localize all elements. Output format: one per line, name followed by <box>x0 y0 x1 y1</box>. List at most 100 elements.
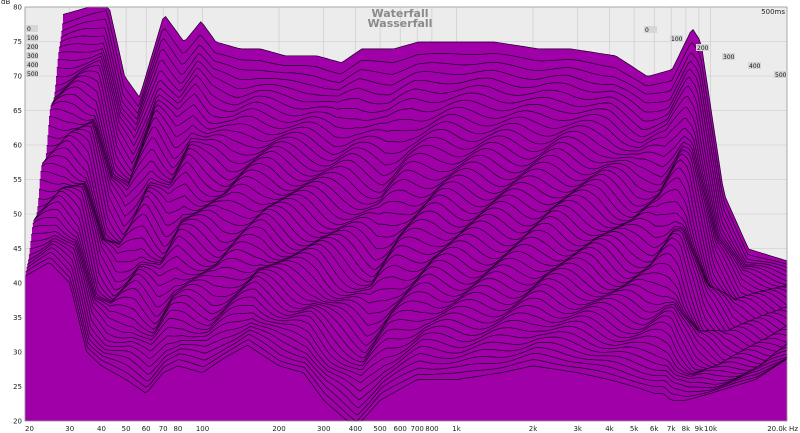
y-tick-label: 75 <box>13 38 22 46</box>
time-label: 0 <box>645 27 649 34</box>
waterfall-slice-line <box>41 163 788 344</box>
waterfall-slice-line <box>59 35 788 284</box>
waterfall-slice-line <box>44 135 788 336</box>
time-label: 0 <box>27 26 31 33</box>
x-tick-label: 400 <box>349 425 362 433</box>
time-label-bg <box>644 26 657 33</box>
waterfall-slice-line <box>31 230 788 375</box>
waterfall-slice-line <box>55 59 788 296</box>
time-label-bg <box>26 25 38 32</box>
x-tick-label: 8k <box>682 425 691 433</box>
waterfall-slice-line <box>50 101 788 315</box>
y-tick-label: 60 <box>13 142 22 150</box>
waterfall-slice-line <box>31 224 788 373</box>
y-tick-label: 30 <box>13 349 22 357</box>
waterfall-slice-line <box>45 131 788 333</box>
waterfall-slice-fill <box>25 263 787 421</box>
waterfall-slice-line <box>60 27 788 284</box>
time-label-bg <box>26 61 38 68</box>
x-tick-label: 80 <box>173 425 182 433</box>
waterfall-slice-line <box>58 42 788 284</box>
x-tick-label: 2k <box>529 425 538 433</box>
x-tick-label: 300 <box>317 425 330 433</box>
waterfall-slice-line <box>61 18 788 282</box>
waterfall-slice-line <box>34 201 788 368</box>
time-label: 300 <box>723 54 735 61</box>
time-label-bg <box>26 52 38 59</box>
x-tick-label: 50 <box>122 425 131 433</box>
time-label-bg <box>722 53 735 60</box>
x-tick-label: 7k <box>667 425 676 433</box>
x-tick-label: 9k <box>695 425 704 433</box>
waterfall-slice-line <box>47 122 788 325</box>
x-tick-labels: 20 30 40 50 60 70 80 100 200 300 400 500 600 700 800 1k… <box>25 425 798 433</box>
x-tick-label: 1k <box>452 425 461 433</box>
time-label-bg <box>670 35 683 42</box>
time-slice-labels-left: 0 100 200 300 400 500 <box>26 25 39 78</box>
time-label: 400 <box>27 62 39 69</box>
time-span-label: 500ms <box>761 8 785 16</box>
waterfall-slice-line <box>36 188 788 361</box>
waterfall-slice-line <box>27 243 788 401</box>
waterfall-slice-line <box>28 240 788 392</box>
waterfall-slice-line <box>38 183 788 352</box>
time-label: 100 <box>27 35 39 42</box>
waterfall-slice-line <box>25 257 788 422</box>
x-tick-label: 600 <box>394 425 407 433</box>
y-tick-labels: 20 25 30 35 40 45 50 55 60 65 70 75 80 <box>13 4 22 426</box>
time-label: 400 <box>749 63 761 70</box>
waterfall-slice-line <box>35 190 788 365</box>
waterfall-slice-line <box>53 75 788 307</box>
x-tick-label: 70 <box>159 425 168 433</box>
y-tick-label: 35 <box>13 314 22 322</box>
waterfall-slice-line <box>33 209 788 369</box>
x-tick-label: 500 <box>373 425 386 433</box>
waterfall-slice-line <box>39 179 788 349</box>
waterfall-slice-line <box>40 170 788 347</box>
waterfall-slice-line <box>37 187 788 358</box>
y-tick-label: 70 <box>13 73 22 81</box>
time-label: 300 <box>27 53 39 60</box>
waterfall-slice-line <box>30 235 788 376</box>
waterfall-slice-line <box>48 116 788 320</box>
y-tick-label: 45 <box>13 245 22 253</box>
time-label-bg <box>748 62 761 69</box>
waterfall-slice-line <box>56 55 788 291</box>
y-tick-label: 50 <box>13 211 22 219</box>
time-slice-labels-right: 0 100 200 300 400 500 <box>644 26 787 79</box>
x-tick-label: 30 <box>65 425 74 433</box>
y-tick-label: 55 <box>13 176 22 184</box>
waterfall-slice-line <box>54 70 788 305</box>
x-tick-label: 40 <box>97 425 106 433</box>
chart-subtitle: Wasserfall <box>368 17 433 30</box>
waterfall-slice-line <box>34 195 788 367</box>
waterfall-slice-line <box>46 125 788 328</box>
x-tick-label: 800 <box>425 425 438 433</box>
waterfall-slice-line <box>51 93 788 313</box>
waterfall-slice-line <box>49 108 788 318</box>
x-tick-label: 100 <box>196 425 209 433</box>
y-axis-unit-label: dB <box>1 0 10 6</box>
time-label-bg <box>774 71 787 78</box>
waterfall-slice-line <box>51 86 788 310</box>
time-label: 500 <box>27 71 39 78</box>
waterfall-slice-line <box>57 52 788 288</box>
x-tick-label: 4k <box>605 425 614 433</box>
y-tick-label: 40 <box>13 280 22 288</box>
time-label-bg <box>696 44 709 51</box>
waterfall-slice-line <box>26 252 788 416</box>
time-label: 100 <box>671 36 683 43</box>
waterfall-slice-line <box>48 120 788 323</box>
x-tick-label: 3k <box>573 425 582 433</box>
time-label: 200 <box>27 44 39 51</box>
waterfall-slice-line <box>52 80 788 309</box>
x-tick-label: 5k <box>630 425 639 433</box>
x-tick-label: 700 <box>411 425 424 433</box>
y-tick-label: 65 <box>13 107 22 115</box>
plot-frame <box>24 6 788 422</box>
waterfall-slice-line <box>38 185 788 355</box>
waterfall-slice-line <box>32 216 788 371</box>
y-tick-label: 80 <box>13 4 22 12</box>
x-tick-label: 20 <box>25 425 34 433</box>
